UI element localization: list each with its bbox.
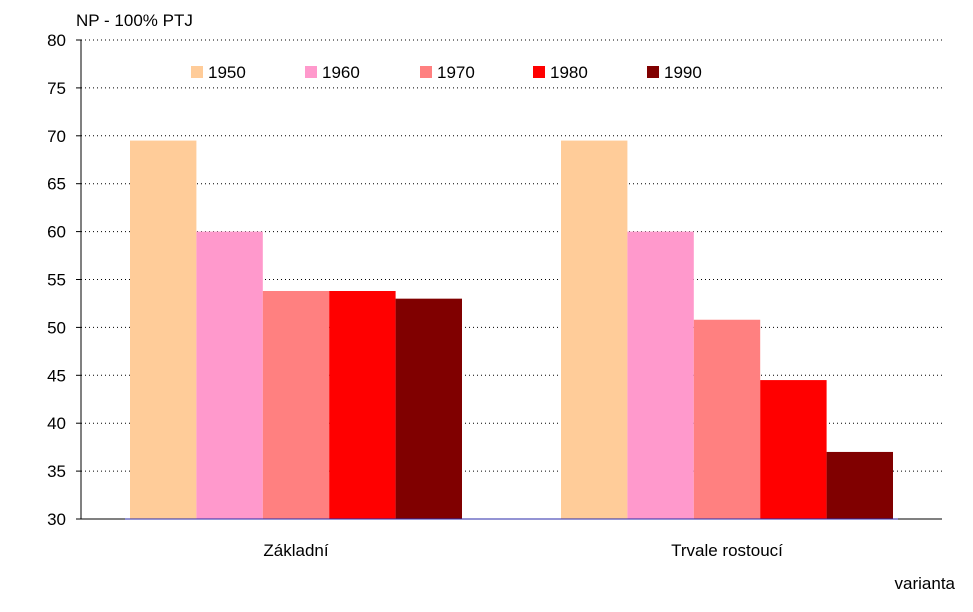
legend-swatch-1960 xyxy=(305,66,317,78)
x-category-label: Základní xyxy=(263,541,328,560)
y-axis-title: NP - 100% PTJ xyxy=(76,11,193,30)
bar-1980-2 xyxy=(760,380,827,519)
x-category-label: Trvale rostoucí xyxy=(671,541,783,560)
y-tick-label: 70 xyxy=(47,127,66,146)
y-tick-label: 30 xyxy=(47,510,66,529)
axes xyxy=(80,40,942,520)
bar-1950-1 xyxy=(130,140,197,519)
legend-swatch-1980 xyxy=(533,66,545,78)
bar-1970-1 xyxy=(262,290,330,519)
y-tick-label: 80 xyxy=(47,31,66,50)
bar-1960-1 xyxy=(196,231,263,519)
legend-swatch-1990 xyxy=(647,66,659,78)
legend-swatch-1970 xyxy=(420,66,432,78)
legend-label-1950: 1950 xyxy=(208,63,246,82)
bar-1990-1 xyxy=(395,298,462,519)
bar-1980-1 xyxy=(329,290,396,519)
y-tick-label: 60 xyxy=(47,223,66,242)
legend-label-1970: 1970 xyxy=(437,63,475,82)
y-axis-ticks: 30 35 40 45 50 55 60 65 70 75 80 xyxy=(47,31,81,529)
y-tick-label: 40 xyxy=(47,414,66,433)
legend-label-1990: 1990 xyxy=(664,63,702,82)
y-tick-label: 45 xyxy=(47,366,66,385)
x-axis-category-labels: Základní Trvale rostoucí xyxy=(263,541,783,560)
bar-1990-2 xyxy=(826,451,893,519)
y-tick-label: 55 xyxy=(47,271,66,290)
bar-1970-2 xyxy=(693,319,761,519)
y-tick-label: 50 xyxy=(47,318,66,337)
bar-1960-2 xyxy=(627,231,694,519)
bar-1950-2 xyxy=(561,140,628,519)
legend: 1950 1960 1970 1980 1990 xyxy=(191,63,702,82)
legend-label-1980: 1980 xyxy=(550,63,588,82)
x-axis-title: varianta xyxy=(895,574,956,593)
y-tick-label: 35 xyxy=(47,462,66,481)
y-tick-label: 65 xyxy=(47,175,66,194)
legend-swatch-1950 xyxy=(191,66,203,78)
y-tick-label: 75 xyxy=(47,79,66,98)
legend-label-1960: 1960 xyxy=(322,63,360,82)
bars xyxy=(130,140,893,519)
